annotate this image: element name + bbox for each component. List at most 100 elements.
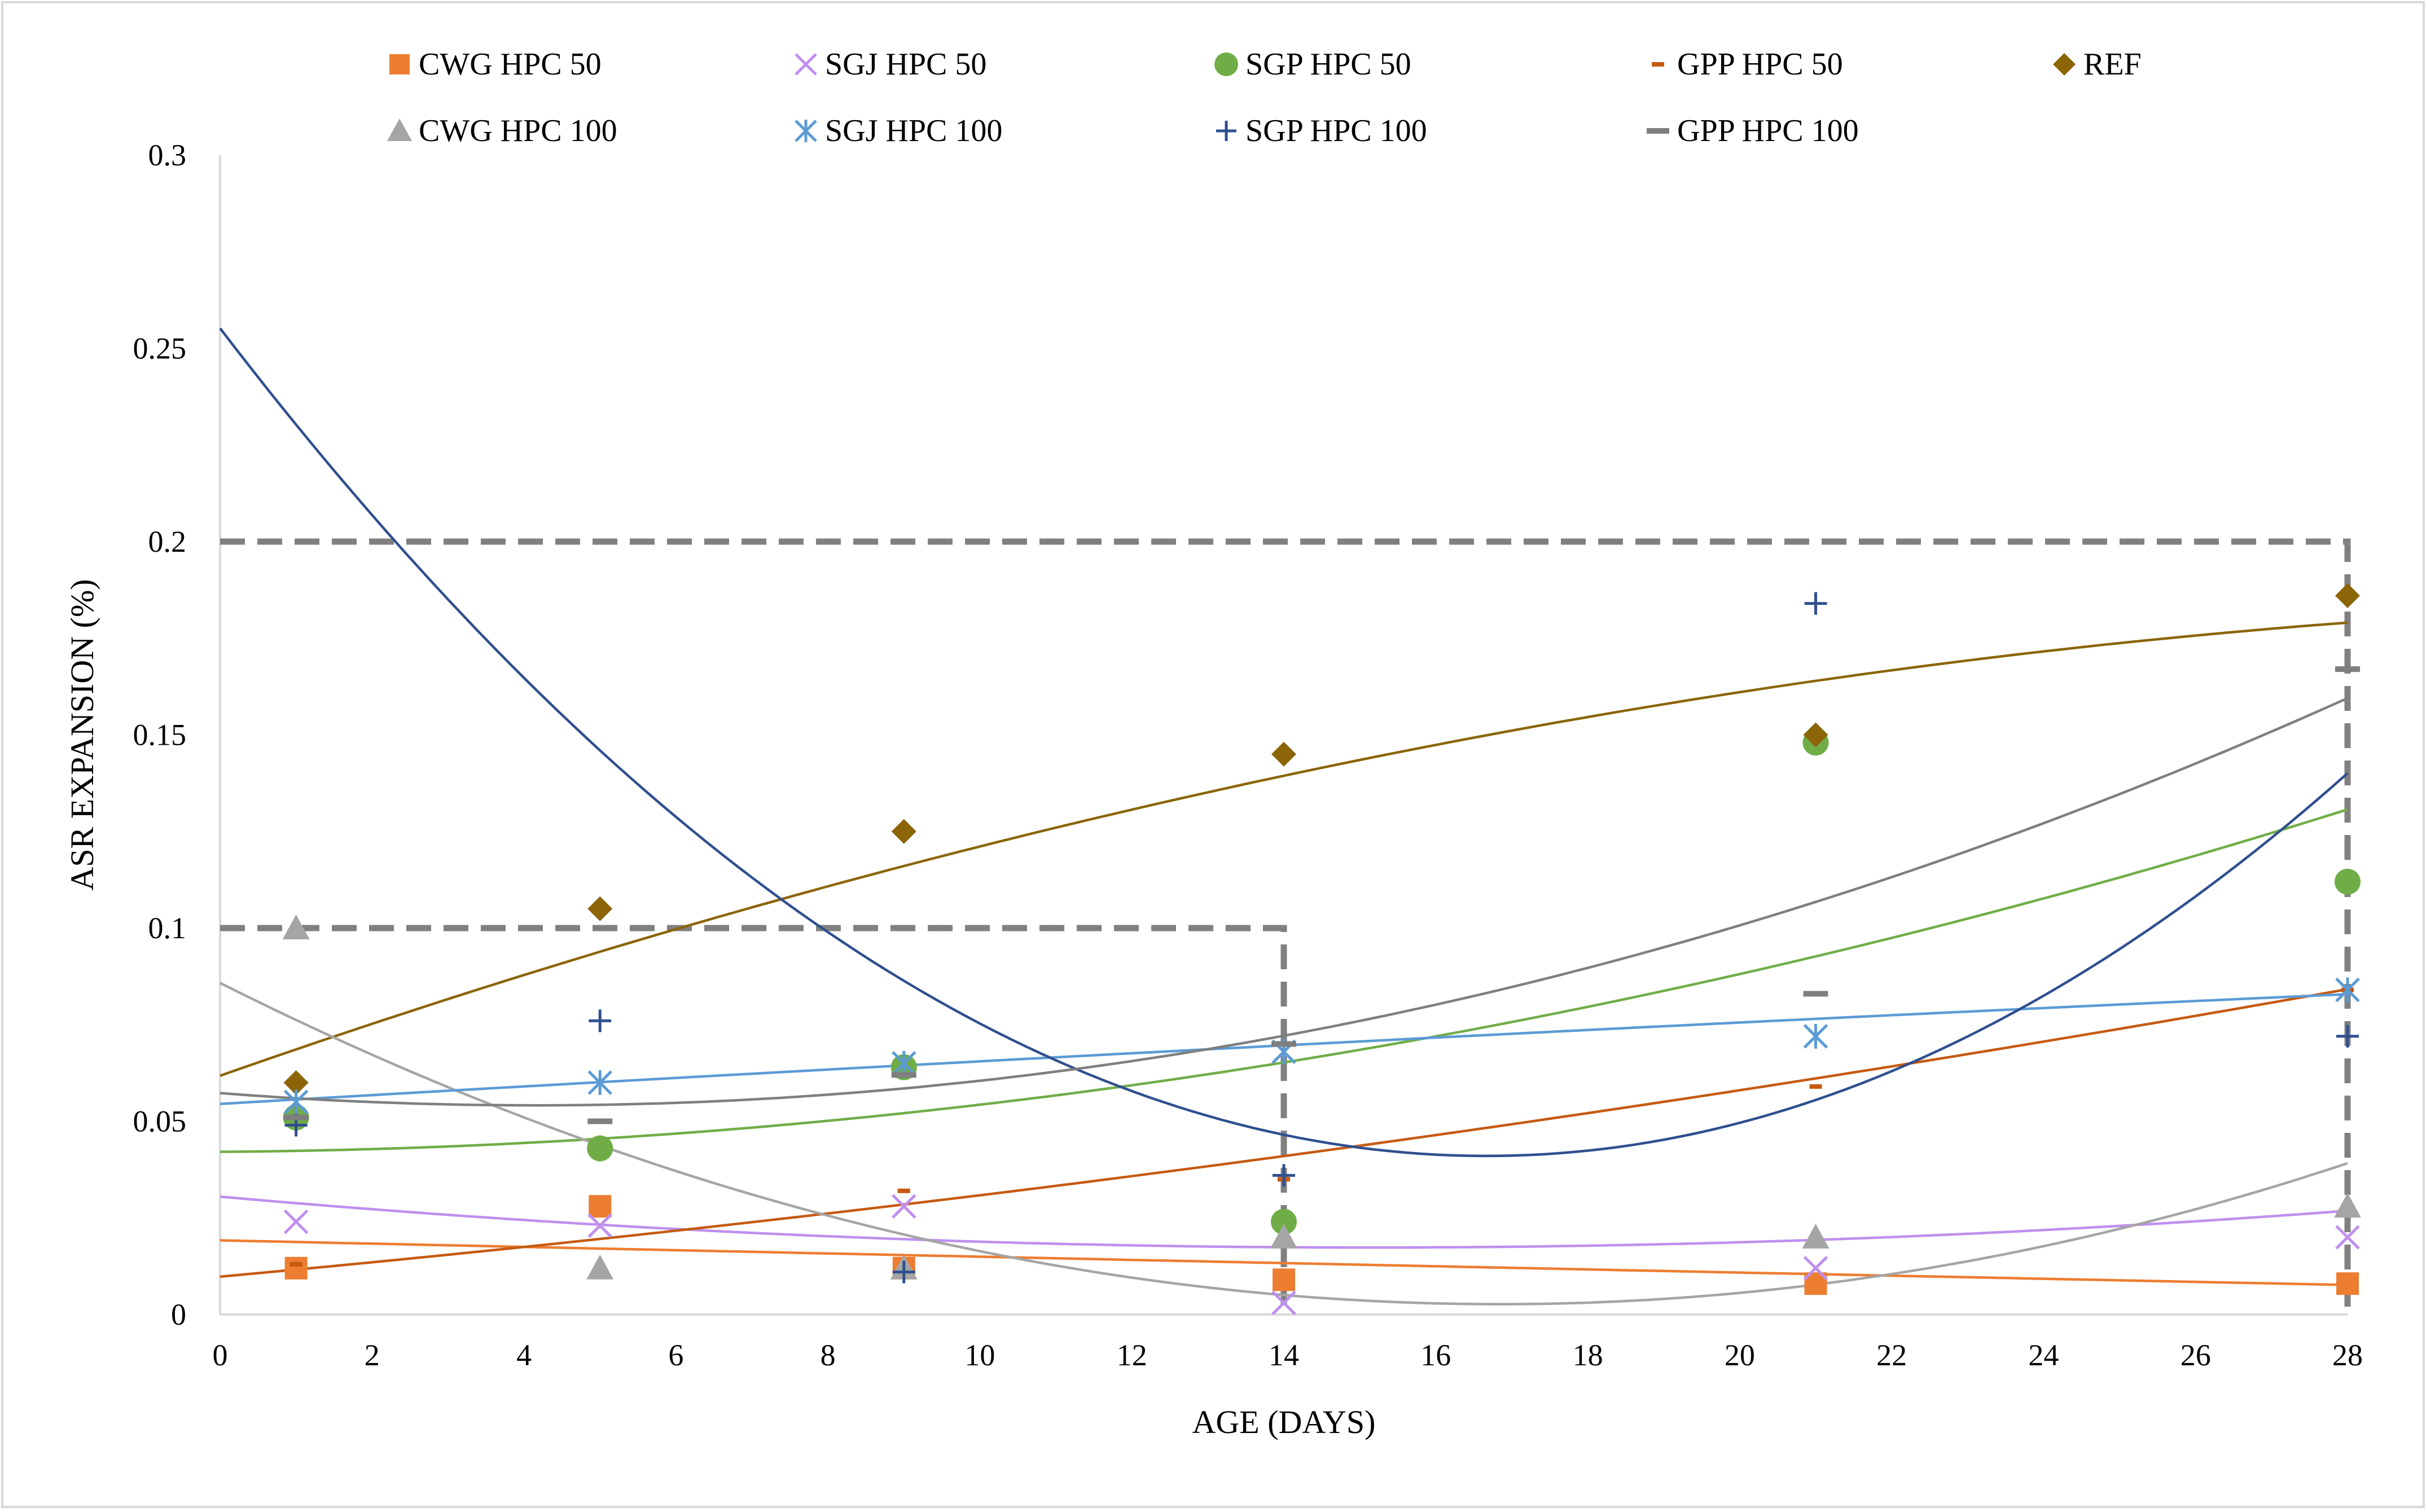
legend-marker-cwg-hpc-100	[387, 118, 412, 141]
legend-item-gpp-hpc-100: GPP HPC 100	[1647, 113, 1859, 148]
y-tick-label: 0.1	[148, 911, 187, 945]
data-point-cwg-hpc-50	[284, 1256, 308, 1280]
x-tick-label: 18	[1573, 1338, 1603, 1372]
x-tick-label: 0	[213, 1338, 228, 1372]
data-point-sgp-hpc-100	[1273, 1164, 1295, 1187]
legend-item-gpp-hpc-50: GPP HPC 50	[1652, 47, 1843, 82]
legend-item-sgj-hpc-50: SGJ HPC 50	[795, 47, 986, 82]
data-point-sgj-hpc-50	[2335, 1225, 2360, 1250]
data-point-sgp-hpc-50	[1271, 1208, 1297, 1235]
legend-label: CWG HPC 100	[419, 113, 617, 148]
data-point-ref	[587, 896, 613, 921]
data-point-cwg-hpc-50	[2336, 1272, 2359, 1295]
x-tick-label: 22	[1876, 1338, 1907, 1372]
data-point-gpp-hpc-100	[1271, 1041, 1296, 1047]
legend-marker-sgp-hpc-50	[1214, 52, 1238, 76]
data-point-cwg-hpc-100	[2334, 1193, 2361, 1218]
x-tick-label: 14	[1269, 1338, 1299, 1372]
y-tick-label: 0.25	[133, 332, 187, 366]
legend-marker-sgj-hpc-50	[795, 53, 817, 76]
legend-label: SGJ HPC 50	[825, 47, 986, 82]
trendline-ref	[220, 621, 2348, 1077]
data-point-cwg-hpc-100	[282, 915, 310, 939]
data-point-sgp-hpc-100	[1804, 592, 1827, 615]
data-point-gpp-hpc-50	[897, 1188, 910, 1193]
data-point-gpp-hpc-100	[283, 1114, 309, 1120]
x-tick-label: 16	[1420, 1338, 1451, 1372]
legend-label: SGJ HPC 100	[825, 113, 1002, 148]
legend-marker-gpp-hpc-50	[1652, 62, 1664, 67]
legend-label: REF	[2083, 47, 2142, 82]
data-point-sgp-hpc-50	[2335, 868, 2361, 895]
legend-item-sgj-hpc-100: SGJ HPC 100	[795, 113, 1002, 148]
data-point-sgp-hpc-100	[589, 1009, 612, 1032]
data-point-gpp-hpc-50	[289, 1262, 302, 1267]
legend-label: GPP HPC 50	[1677, 47, 1843, 82]
data-point-sgj-hpc-50	[1803, 1256, 1828, 1281]
data-point-sgj-hpc-50	[587, 1213, 612, 1238]
data-point-gpp-hpc-100	[1803, 991, 1828, 997]
trendline-cwg-hpc-50	[220, 1239, 2348, 1286]
legend-marker-ref	[2053, 53, 2076, 76]
legend-item-cwg-hpc-50: CWG HPC 50	[389, 47, 602, 82]
legend-label: SGP HPC 50	[1245, 47, 1411, 82]
x-tick-label: 6	[668, 1338, 683, 1372]
data-point-gpp-hpc-100	[891, 1072, 916, 1078]
x-tick-label: 4	[516, 1338, 532, 1372]
y-axis-title: ASR EXPANSION (%)	[64, 579, 100, 890]
data-point-gpp-hpc-100	[587, 1118, 613, 1124]
x-tick-label: 12	[1117, 1338, 1147, 1372]
data-point-ref	[891, 819, 916, 844]
y-tick-label: 0.2	[148, 525, 187, 559]
data-point-sgj-hpc-100	[587, 1070, 612, 1095]
y-tick-label: 0.15	[133, 718, 187, 752]
data-point-sgj-hpc-50	[892, 1194, 916, 1219]
legend-label: GPP HPC 100	[1677, 113, 1859, 148]
data-point-gpp-hpc-100	[2335, 666, 2360, 673]
x-tick-label: 26	[2181, 1338, 2211, 1372]
data-point-cwg-hpc-50	[589, 1195, 612, 1218]
legend-item-sgp-hpc-50: SGP HPC 50	[1214, 47, 1411, 82]
x-tick-label: 28	[2332, 1338, 2363, 1372]
legend-marker-gpp-hpc-100	[1647, 128, 1669, 134]
data-point-cwg-hpc-100	[1270, 1224, 1297, 1249]
y-tick-label: 0	[171, 1298, 186, 1331]
data-point-sgp-hpc-100	[2336, 1025, 2359, 1048]
legend-item-sgp-hpc-100: SGP HPC 100	[1216, 113, 1427, 148]
limit-line-0-2-limit-at-28-days	[220, 538, 2351, 1315]
legend-marker-cwg-hpc-50	[389, 54, 410, 74]
data-point-sgj-hpc-50	[1271, 1290, 1296, 1316]
x-tick-label: 2	[365, 1338, 380, 1372]
data-point-sgj-hpc-100	[1803, 1023, 1828, 1049]
data-point-sgj-hpc-100	[283, 1089, 309, 1115]
legend-marker-sgp-hpc-100	[1216, 121, 1236, 141]
trendline-gpp-hpc-50	[220, 988, 2348, 1278]
legend-label: SGP HPC 100	[1245, 113, 1427, 148]
x-tick-label: 8	[821, 1338, 836, 1372]
x-tick-label: 24	[2028, 1338, 2059, 1372]
trendline-cwg-hpc-100	[219, 982, 2348, 1306]
data-point-ref	[283, 1070, 309, 1095]
y-tick-label: 0.3	[148, 138, 187, 172]
legend-marker-sgj-hpc-100	[795, 120, 817, 142]
x-axis-title: AGE (DAYS)	[1192, 1404, 1376, 1440]
y-tick-label: 0.05	[133, 1105, 187, 1139]
data-point-cwg-hpc-100	[1802, 1224, 1830, 1249]
trendline-gpp-hpc-100	[220, 697, 2348, 1107]
data-point-sgj-hpc-100	[892, 1051, 916, 1076]
legend-item-cwg-hpc-100: CWG HPC 100	[387, 113, 617, 148]
data-point-sgp-hpc-100	[892, 1260, 915, 1284]
data-point-cwg-hpc-100	[586, 1254, 614, 1280]
data-point-gpp-hpc-50	[1809, 1084, 1822, 1089]
data-point-sgj-hpc-100	[2335, 977, 2360, 1003]
data-point-ref	[1271, 741, 1296, 767]
data-point-sgj-hpc-50	[283, 1209, 309, 1234]
data-point-ref	[1803, 722, 1828, 748]
x-tick-label: 20	[1725, 1338, 1755, 1372]
data-point-sgp-hpc-50	[587, 1135, 613, 1162]
x-tick-label: 10	[964, 1338, 995, 1372]
legend-item-ref: REF	[2053, 47, 2142, 82]
